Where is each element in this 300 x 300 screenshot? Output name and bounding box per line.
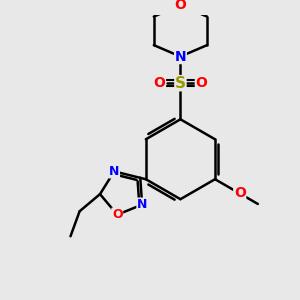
Text: O: O xyxy=(154,76,165,90)
Text: N: N xyxy=(137,198,147,211)
Text: O: O xyxy=(195,76,207,90)
Text: O: O xyxy=(234,187,246,200)
Text: O: O xyxy=(175,0,186,12)
Text: N: N xyxy=(109,165,119,178)
Text: O: O xyxy=(112,208,123,221)
Text: S: S xyxy=(175,76,186,91)
Text: N: N xyxy=(175,50,186,64)
